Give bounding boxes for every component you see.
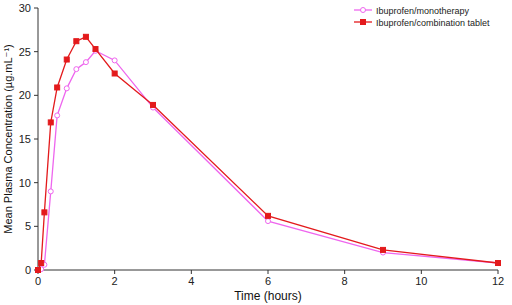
- data-point: [36, 268, 41, 273]
- x-tick-label: 8: [342, 275, 348, 287]
- x-tick: [344, 270, 345, 274]
- series-line: [38, 37, 498, 270]
- series-line: [38, 51, 498, 270]
- legend-marker: [361, 8, 366, 13]
- y-axis-label: Mean Plasma Concentration (µg.mL⁻¹): [2, 44, 14, 233]
- x-tick: [421, 270, 422, 274]
- y-tick: [34, 95, 38, 96]
- data-point: [55, 85, 60, 90]
- y-tick: [34, 182, 38, 183]
- data-point: [83, 34, 88, 39]
- y-tick: [34, 51, 38, 52]
- y-tick-label: 15: [19, 133, 31, 145]
- data-point: [266, 219, 271, 224]
- data-point: [151, 102, 156, 107]
- x-tick-label: 2: [112, 275, 118, 287]
- data-point: [83, 60, 88, 65]
- legend-label: Ibuprofen/monotherapy: [376, 6, 470, 16]
- x-tick-label: 4: [188, 275, 194, 287]
- data-point: [496, 261, 501, 266]
- data-point: [39, 261, 44, 266]
- y-tick-label: 25: [19, 46, 31, 58]
- y-tick: [34, 8, 38, 9]
- y-tick-label: 0: [25, 264, 31, 276]
- plot-area: [36, 34, 501, 272]
- data-point: [55, 113, 60, 118]
- x-tick: [268, 270, 269, 274]
- legend-marker: [361, 20, 366, 25]
- x-tick-label: 0: [35, 275, 41, 287]
- y-tick: [34, 139, 38, 140]
- data-point: [36, 268, 41, 273]
- y-tick-label: 10: [19, 177, 31, 189]
- x-tick: [498, 270, 499, 274]
- x-tick-label: 10: [415, 275, 427, 287]
- data-point: [48, 120, 53, 125]
- data-point: [93, 47, 98, 52]
- data-point: [42, 210, 47, 215]
- data-point: [381, 247, 386, 252]
- chart-svg: 0 5 10 15 20 25 30 0 2 4 6 8 10 12 Time (hours) Mean Pl…: [0, 0, 512, 305]
- data-point: [112, 71, 117, 76]
- y-tick: [34, 226, 38, 227]
- data-point: [266, 213, 271, 218]
- legend: Ibuprofen/monotherapy Ibuprofen/combinati…: [354, 6, 490, 28]
- data-point: [74, 39, 79, 44]
- data-point: [48, 189, 53, 194]
- chart-container: 0 5 10 15 20 25 30 0 2 4 6 8 10 12 Time (hours) Mean Pl…: [0, 0, 512, 305]
- data-point: [112, 58, 117, 63]
- data-point: [64, 86, 69, 91]
- series: [36, 48, 501, 272]
- data-point: [74, 67, 79, 72]
- x-tick-label: 6: [265, 275, 271, 287]
- data-point: [496, 261, 501, 266]
- y-tick-label: 20: [19, 89, 31, 101]
- series: [36, 34, 501, 272]
- y-tick-label: 5: [25, 220, 31, 232]
- x-tick: [191, 270, 192, 274]
- data-point: [64, 57, 69, 62]
- x-axis-label: Time (hours): [234, 289, 302, 303]
- legend-label: Ibuprofen/combination tablet: [376, 18, 490, 28]
- x-tick: [114, 270, 115, 274]
- x-tick-label: 12: [492, 275, 504, 287]
- y-tick-label: 30: [19, 2, 31, 14]
